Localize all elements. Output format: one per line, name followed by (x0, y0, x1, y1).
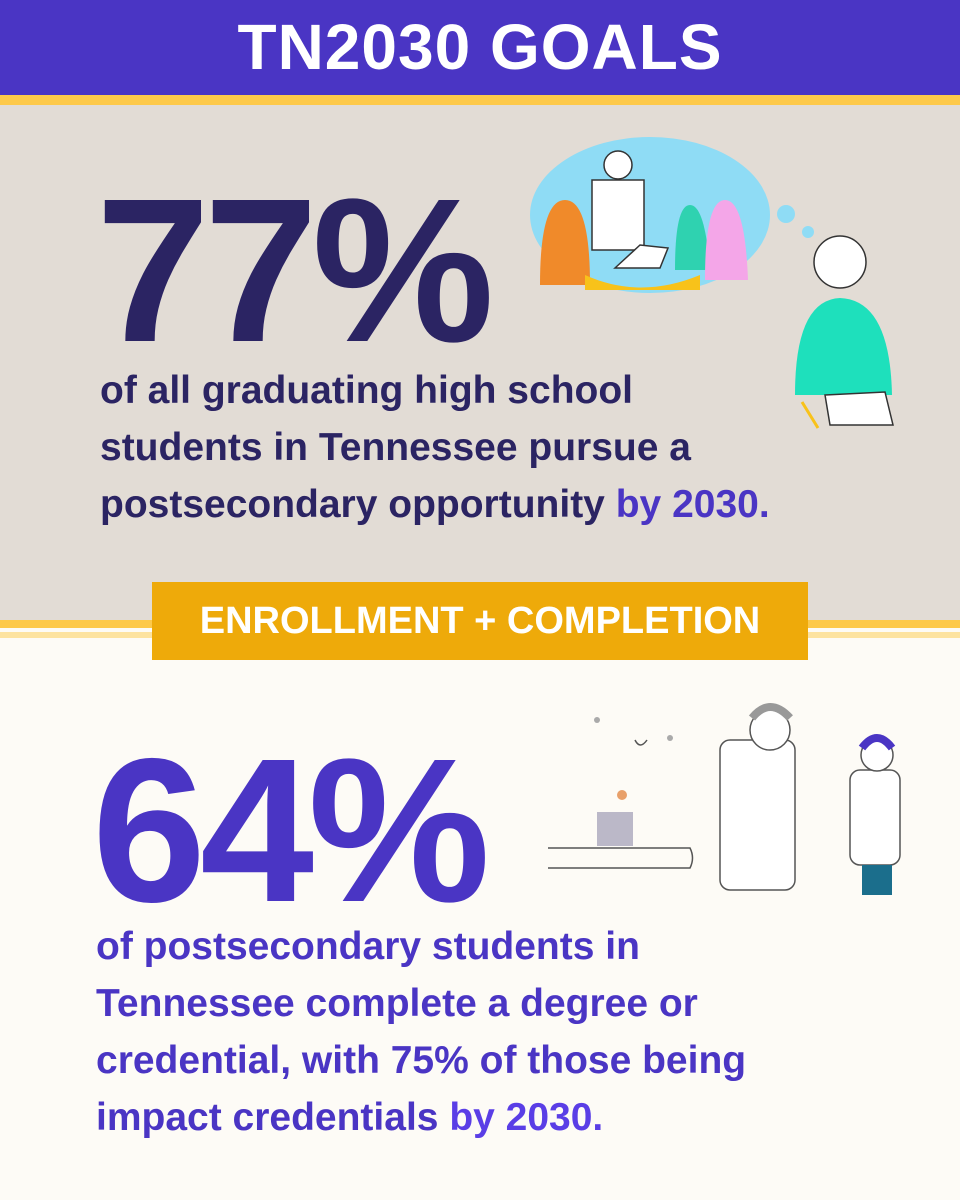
text-line: postsecondary opportunity (100, 483, 605, 526)
text-line: students in Tennessee pursue a (100, 426, 691, 469)
stat: 64% (92, 716, 490, 945)
goal-text: of all graduating high school students i… (100, 362, 770, 533)
header-title: TN2030 GOALS (237, 11, 723, 83)
highlight: by 2030. (615, 483, 770, 526)
text-line: postsecondary opportunity by 2030. (100, 476, 770, 533)
text-line: impact credentials by 2030. (96, 1089, 746, 1146)
stat: 77% (96, 156, 494, 385)
section-banner: ENROLLMENT + COMPLETION (152, 582, 808, 660)
text-line: Tennessee complete a degree or (96, 982, 698, 1025)
text-line: credential, with 75% of those being (96, 1039, 747, 1082)
text-line: impact credentials (96, 1096, 439, 1139)
illustration-student (530, 137, 894, 429)
goal-text: of postsecondary students in Tennessee c… (96, 918, 746, 1146)
illustration-lab (548, 703, 901, 895)
text-line: of postsecondary students in (96, 925, 640, 968)
highlight: by 2030. (449, 1096, 604, 1139)
text-line: of all graduating high school (100, 369, 633, 412)
